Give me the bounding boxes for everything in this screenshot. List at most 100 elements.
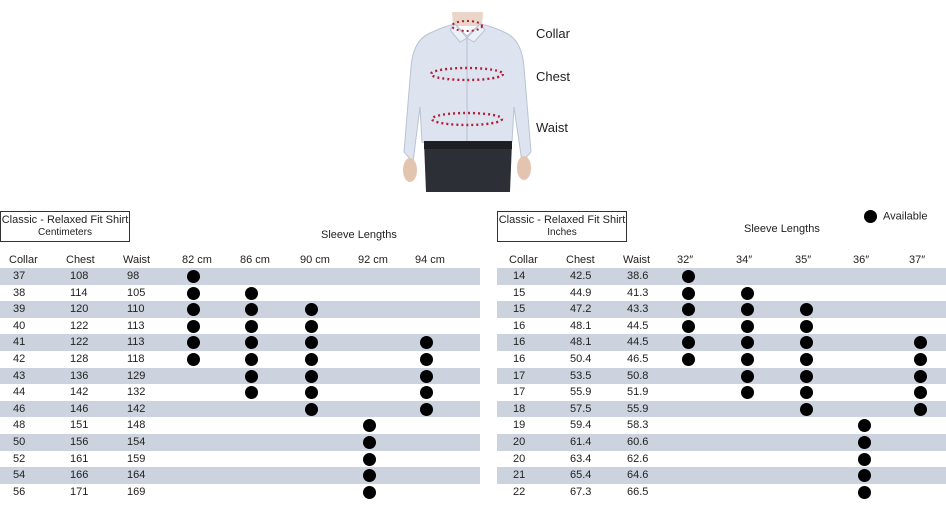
chest-cell: 142 <box>70 386 89 399</box>
available-dot-icon <box>741 303 754 317</box>
table-row: 21 65.4 64.6 <box>497 467 946 484</box>
table-row: 42 128 118 <box>0 351 480 368</box>
available-dot-icon <box>245 369 258 383</box>
chest-cell: 151 <box>70 419 89 432</box>
collar-cell: 48 <box>13 419 26 432</box>
collar-cell: 38 <box>13 286 26 299</box>
available-dot-icon <box>363 419 376 433</box>
available-dot-icon <box>420 402 433 416</box>
available-dot-icon <box>800 303 813 317</box>
chest-cell: 146 <box>70 402 89 415</box>
available-dot-icon <box>914 369 927 383</box>
table-row: 37 108 98 <box>0 268 480 285</box>
waist-cell: 44.5 <box>627 319 649 332</box>
available-dot-icon <box>741 353 754 366</box>
table-row: 14 42.5 38.6 <box>497 268 946 285</box>
chest-cell: 48.1 <box>570 319 592 332</box>
available-dot-icon <box>187 319 200 333</box>
table-row: 38 114 105 <box>0 285 480 302</box>
waist-cell: 64.6 <box>627 469 649 482</box>
waist-cell: 51.9 <box>627 386 649 399</box>
chest-cell: 44.9 <box>570 286 592 299</box>
sleeve-header-1: 86 cm <box>240 254 270 266</box>
available-dot-icon <box>245 386 258 400</box>
collar-cell: 17 <box>513 369 526 382</box>
table-row: 44 142 132 <box>0 384 480 401</box>
table-row: 54 166 164 <box>0 467 480 484</box>
table-row: 17 53.5 50.8 <box>497 367 946 385</box>
available-dot-icon <box>305 402 318 416</box>
waist-cell: 142 <box>127 402 146 415</box>
sleeve-header-4: 37″ <box>909 254 926 266</box>
table-row: 43 136 129 <box>0 367 480 385</box>
available-dot-icon <box>914 402 927 416</box>
waist-cell: 113 <box>127 336 145 349</box>
collar-cell: 41 <box>13 336 26 349</box>
collar-cell: 46 <box>13 402 26 415</box>
available-dot-icon <box>858 469 871 483</box>
table-row: 22 67.3 66.5 <box>497 484 946 501</box>
collar-cell: 44 <box>13 386 26 399</box>
waist-cell: 60.6 <box>627 436 649 448</box>
available-dot-icon <box>914 386 927 400</box>
chest-cell: 122 <box>70 336 89 349</box>
chest-cell: 55.9 <box>570 386 592 399</box>
waist-cell: 43.3 <box>627 303 649 316</box>
waist-cell: 46.5 <box>627 353 649 365</box>
table-row: 16 48.1 44.5 <box>497 334 946 351</box>
collar-cell: 52 <box>13 452 26 465</box>
available-dot-icon <box>245 336 258 350</box>
available-dot-icon <box>363 485 376 499</box>
table-row: 19 59.4 58.3 <box>497 417 946 434</box>
right-sleeve-lengths-title: Sleeve Lengths <box>744 223 820 235</box>
available-dot-icon <box>682 319 695 333</box>
waist-cell: 55.9 <box>627 402 649 415</box>
available-dot-icon <box>858 485 871 499</box>
right-table-title-box: Classic - Relaxed Fit Shirt Inches <box>497 211 627 242</box>
available-dot-icon <box>800 353 813 366</box>
available-dot-icon <box>741 286 754 300</box>
left-table-title: Classic - Relaxed Fit Shirt <box>1 214 129 226</box>
available-dot-icon <box>858 452 871 466</box>
available-dot-icon <box>741 369 754 383</box>
chest-cell: 67.3 <box>570 485 592 498</box>
available-dot-icon <box>682 353 695 366</box>
chest-cell: 48.1 <box>570 336 592 349</box>
waist-cell: 58.3 <box>627 419 649 432</box>
available-dot-icon <box>363 436 376 449</box>
chest-cell: 53.5 <box>570 369 592 382</box>
table-row: 16 50.4 46.5 <box>497 351 946 368</box>
waist-cell: 98 <box>127 270 140 282</box>
available-dot-icon <box>305 303 318 317</box>
collar-cell: 17 <box>513 386 526 399</box>
waist-cell: 169 <box>127 485 146 498</box>
sleeve-header-1: 34″ <box>736 254 753 266</box>
right-table-header: Collar Chest Waist 32″ 34″ 35″ 36″ 37″ <box>497 252 946 268</box>
available-dot-icon <box>420 336 433 350</box>
available-dot-icon <box>914 353 927 366</box>
available-dot-icon <box>245 286 258 300</box>
waist-cell: 41.3 <box>627 286 649 299</box>
right-table-title: Classic - Relaxed Fit Shirt <box>498 214 626 226</box>
left-table-header: Collar Chest Waist 82 cm 86 cm 90 cm 92 cm 94 c… <box>0 252 480 268</box>
available-dot-icon <box>363 452 376 466</box>
table-row: 56 171 169 <box>0 484 480 501</box>
available-dot-icon <box>741 336 754 350</box>
available-dot-icon <box>682 336 695 350</box>
chest-cell: 108 <box>70 270 89 282</box>
available-dot-icon <box>800 386 813 400</box>
collar-cell: 37 <box>13 270 26 282</box>
chest-cell: 122 <box>70 319 89 332</box>
collar-cell: 20 <box>513 452 526 465</box>
chest-cell: 47.2 <box>570 303 592 316</box>
col-header-collar: Collar <box>9 254 38 266</box>
waist-cell: 164 <box>127 469 146 482</box>
waist-cell: 148 <box>127 419 146 432</box>
available-dot-icon <box>800 336 813 350</box>
waist-cell: 129 <box>127 369 146 382</box>
chest-cell: 65.4 <box>570 469 592 482</box>
available-dot-icon <box>800 319 813 333</box>
collar-cell: 19 <box>513 419 526 432</box>
waist-cell: 110 <box>127 303 145 316</box>
waist-cell: 38.6 <box>627 270 649 282</box>
